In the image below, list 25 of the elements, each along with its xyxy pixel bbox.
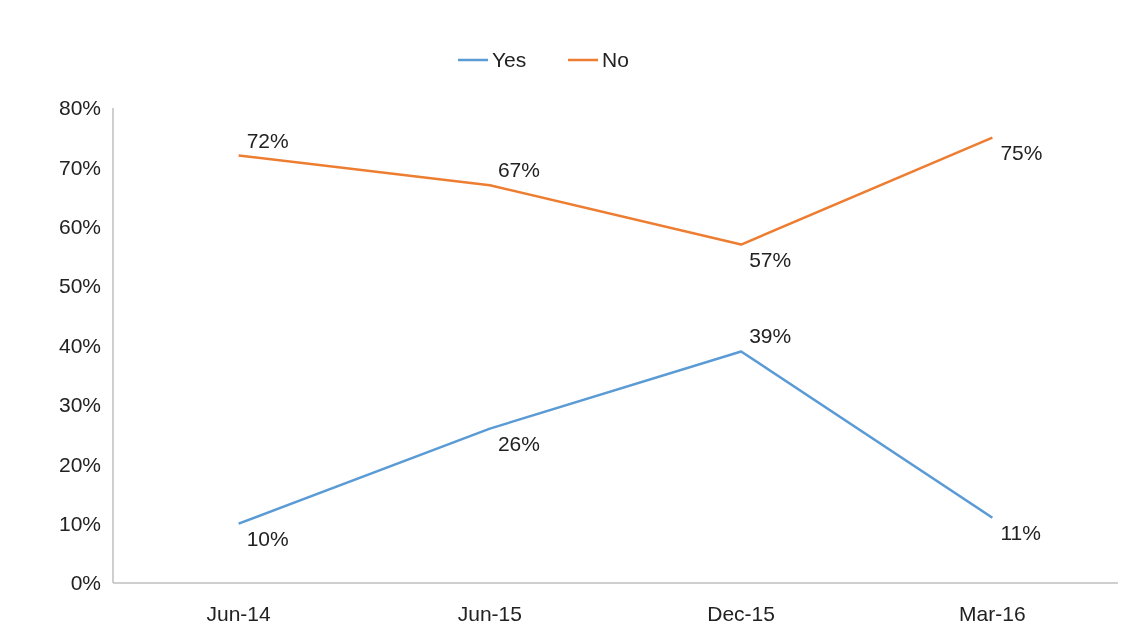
data-label: 39% <box>749 324 792 348</box>
data-label: 72% <box>246 128 289 152</box>
y-tick-label: 70% <box>58 155 101 179</box>
data-label: 11% <box>1000 520 1041 544</box>
y-tick-label: 0% <box>70 571 101 595</box>
legend-label: Yes <box>492 48 527 72</box>
data-label: 75% <box>1000 140 1043 164</box>
y-tick-label: 10% <box>58 511 101 535</box>
data-label: 10% <box>246 526 289 550</box>
y-tick-label: 60% <box>58 215 101 239</box>
y-tick-label: 30% <box>58 393 101 417</box>
y-tick-label: 80% <box>58 96 101 120</box>
line-series <box>237 350 994 525</box>
y-tick-label: 40% <box>58 333 101 357</box>
line-series <box>237 136 994 246</box>
x-tick-label: Mar-16 <box>959 602 1026 625</box>
y-tick-label: 50% <box>58 274 101 298</box>
x-tick-label: Jun-15 <box>457 602 522 625</box>
y-tick-label: 20% <box>58 452 101 476</box>
x-tick-label: Dec-15 <box>707 602 775 625</box>
data-label: 26% <box>497 431 540 455</box>
data-label: 57% <box>749 247 792 271</box>
x-tick-label: Jun-14 <box>206 602 272 625</box>
data-label: 67% <box>497 158 540 182</box>
legend-label: No <box>602 48 629 72</box>
